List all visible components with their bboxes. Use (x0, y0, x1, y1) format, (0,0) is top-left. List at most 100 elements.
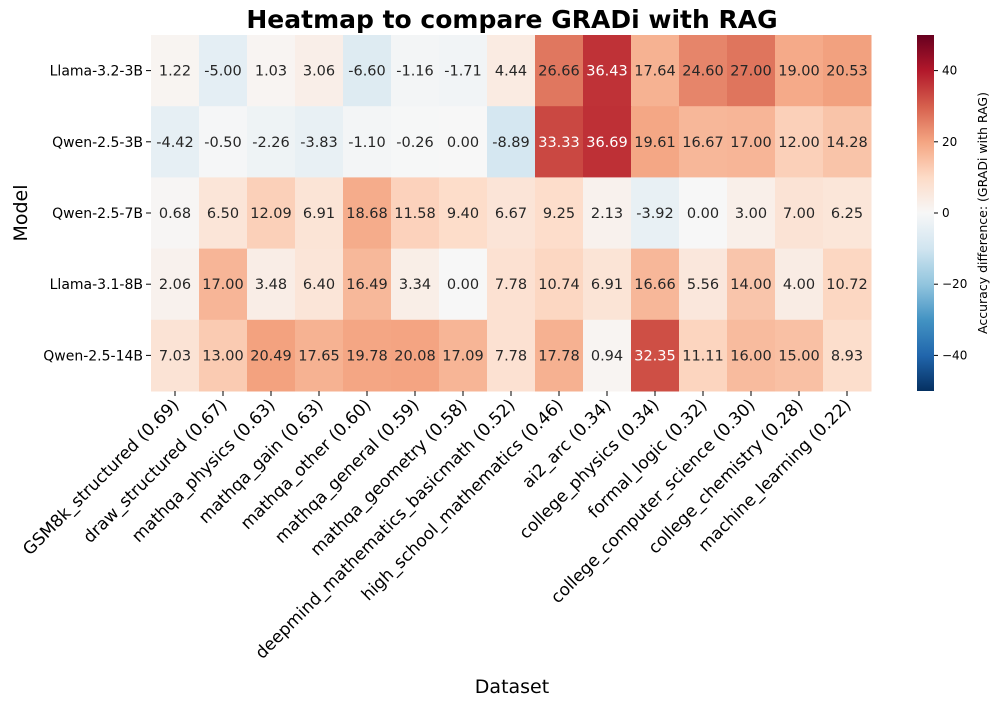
cell-value-label: 20.49 (250, 348, 292, 364)
heatmap-cell (199, 106, 248, 178)
cell-value-label: 6.40 (303, 277, 335, 293)
cell-value-label: 3.00 (735, 206, 767, 222)
heatmap-cell (199, 177, 248, 250)
cell-value-label: 16.00 (730, 348, 772, 364)
cell-value-label: -5.00 (204, 64, 242, 80)
heatmap-cell (439, 248, 488, 321)
cell-value-label: 7.00 (783, 206, 815, 222)
cell-value-label: -6.60 (348, 64, 386, 80)
cell-value-label: 0.94 (591, 348, 623, 364)
heatmap-cell (727, 106, 776, 178)
chart-title: Heatmap to compare GRADi with RAG (246, 5, 777, 34)
x-tick-labels: GSM8k_structured (0.69)draw_structured (… (19, 391, 856, 663)
heatmap-cell (199, 248, 248, 321)
heatmap-cell (679, 177, 728, 250)
cell-value-label: 17.09 (442, 348, 484, 364)
heatmap-cell (439, 35, 488, 107)
cell-value-label: -0.50 (204, 135, 242, 151)
heatmap-cell (487, 35, 536, 107)
y-axis-label: Model (10, 184, 32, 241)
y-tick-label: Qwen-2.5-14B (43, 348, 143, 364)
cell-value-label: 0.00 (687, 206, 719, 222)
heatmap-cell (679, 319, 728, 392)
cell-value-label: 2.13 (591, 206, 623, 222)
heatmap-cell (727, 177, 776, 250)
cell-value-label: 3.48 (255, 277, 287, 293)
cell-value-label: 8.93 (831, 348, 863, 364)
heatmap-cell (535, 177, 584, 250)
heatmap-cell (631, 248, 680, 321)
heatmap-cell (823, 319, 872, 392)
cell-value-label: 17.65 (298, 348, 340, 364)
heatmap-cell (247, 106, 296, 178)
cell-value-label: 6.91 (303, 206, 335, 222)
heatmap-cell (247, 177, 296, 250)
heatmap-cell (631, 177, 680, 250)
heatmap-cell (727, 248, 776, 321)
cell-value-label: 20.53 (826, 64, 868, 80)
cell-value-label: 9.25 (543, 206, 575, 222)
heatmap-cell (775, 106, 824, 178)
heatmap-cell (151, 35, 200, 107)
heatmap-cell (343, 35, 392, 107)
cell-value-label: -0.26 (396, 135, 434, 151)
cell-value-label: 32.35 (634, 348, 676, 364)
x-axis-label: Dataset (475, 676, 549, 698)
cell-value-label: 36.43 (586, 64, 628, 80)
cell-value-label: -3.83 (300, 135, 338, 151)
y-tick-label: Qwen-2.5-7B (52, 206, 143, 222)
heatmap-cell (391, 248, 440, 321)
cell-value-label: 20.08 (394, 348, 436, 364)
heatmap-cell (247, 248, 296, 321)
cell-value-label: 36.69 (586, 135, 628, 151)
cell-value-label: 3.06 (303, 64, 335, 80)
heatmap-cell (487, 177, 536, 250)
heatmap-cell (583, 35, 632, 107)
heatmap-cells: 1.22 -5.00 1.03 3.06 -6.60 -1.16 -1.71 4.44 26.6… (151, 35, 872, 392)
heatmap-cell (439, 177, 488, 250)
y-tick-label: Llama-3.1-8B (50, 277, 143, 293)
heatmap-cell (199, 319, 248, 392)
heatmap-cell (343, 177, 392, 250)
cell-value-label: -4.42 (156, 135, 194, 151)
cell-value-label: 26.66 (538, 64, 580, 80)
cell-value-label: 17.00 (202, 277, 244, 293)
cell-value-label: 6.25 (831, 206, 863, 222)
cell-value-label: 0.00 (447, 135, 479, 151)
heatmap-cell (151, 177, 200, 250)
cell-value-label: 33.33 (538, 135, 580, 151)
colorbar-gradient (917, 35, 934, 391)
heatmap-cell (583, 177, 632, 250)
cell-value-label: 16.49 (346, 277, 388, 293)
heatmap-cell (631, 35, 680, 107)
heatmap-cell (775, 177, 824, 250)
y-tick-label: Qwen-2.5-3B (52, 135, 143, 151)
heatmap-cell (295, 319, 344, 392)
heatmap-cell (295, 177, 344, 250)
heatmap-cell (679, 35, 728, 107)
colorbar-tick-label: 40 (942, 64, 957, 78)
heatmap-cell (151, 319, 200, 392)
cell-value-label: 1.03 (255, 64, 287, 80)
cell-value-label: 14.00 (730, 277, 772, 293)
heatmap-cell (487, 248, 536, 321)
heatmap-cell (295, 106, 344, 178)
heatmap-cell (775, 248, 824, 321)
cell-value-label: 14.28 (826, 135, 868, 151)
cell-value-label: 17.64 (634, 64, 676, 80)
heatmap-cell (391, 177, 440, 250)
heatmap-cell (535, 106, 584, 178)
heatmap-cell (631, 106, 680, 178)
colorbar-tick-label: −20 (942, 277, 967, 291)
cell-value-label: 2.06 (159, 277, 191, 293)
heatmap-cell (295, 248, 344, 321)
cell-value-label: 11.11 (682, 348, 724, 364)
cell-value-label: 19.00 (778, 64, 820, 80)
cell-value-label: -1.16 (396, 64, 434, 80)
heatmap-cell (535, 319, 584, 392)
colorbar: −40 −20 0 20 40 Accuracy difference: (GRADi … (917, 35, 990, 391)
cell-value-label: 7.03 (159, 348, 191, 364)
colorbar-tick-label: 0 (942, 206, 950, 220)
cell-value-label: 16.66 (634, 277, 676, 293)
heatmap-cell (631, 319, 680, 392)
